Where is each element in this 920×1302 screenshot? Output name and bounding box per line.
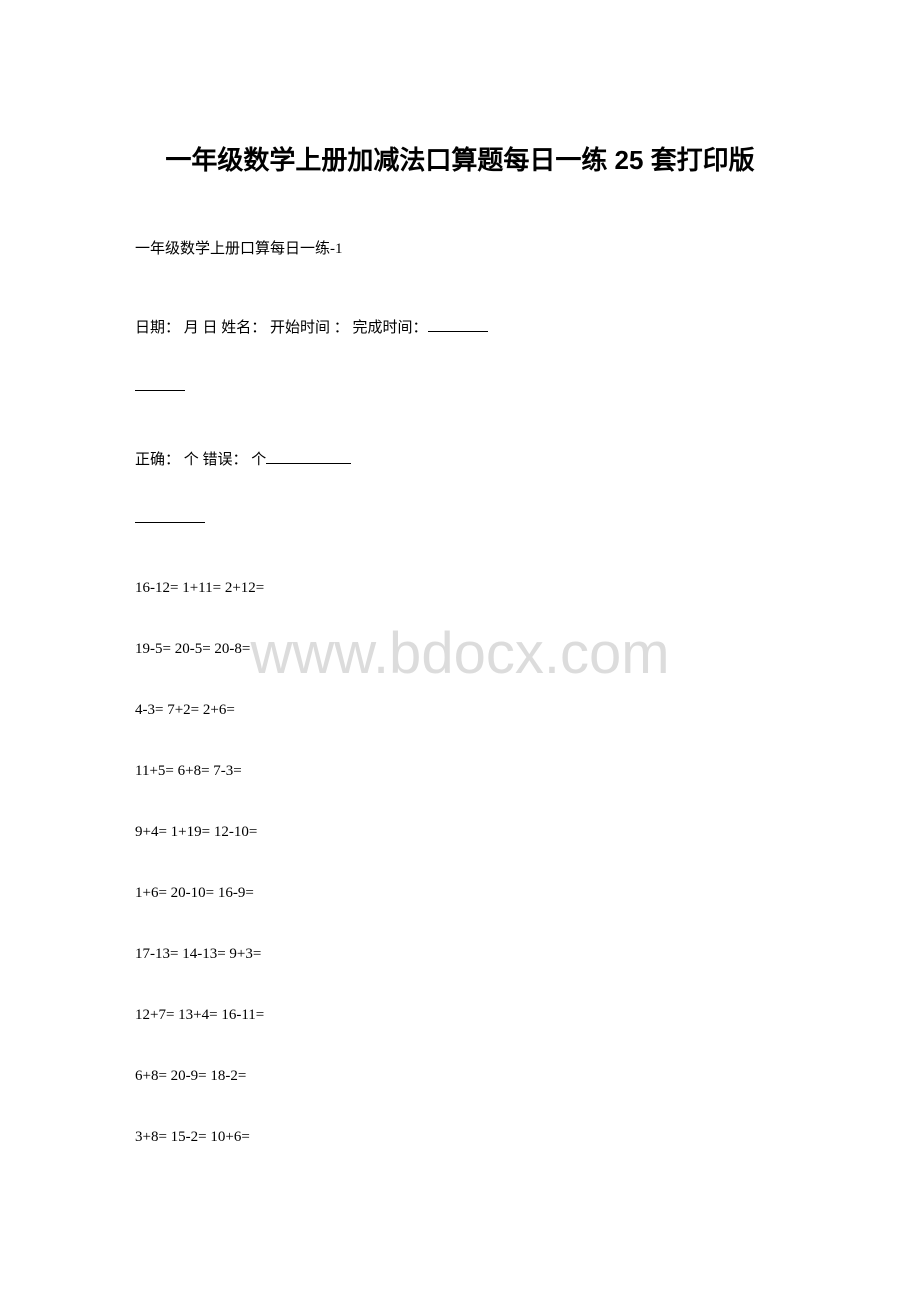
problem-row: 17-13= 14-13= 9+3= xyxy=(135,946,785,963)
blank-underline-hanging xyxy=(135,484,785,540)
blank-underline xyxy=(266,463,351,464)
problem-row: 4-3= 7+2= 2+6= xyxy=(135,702,785,719)
problem-row: 11+5= 6+8= 7-3= xyxy=(135,763,785,780)
page-title: 一年级数学上册加减法口算题每日一练 25 套打印版 xyxy=(135,140,785,177)
problem-row: 9+4= 1+19= 12-10= xyxy=(135,824,785,841)
problem-row: 6+8= 20-9= 18-2= xyxy=(135,1068,785,1085)
worksheet-subtitle: 一年级数学上册口算每日一练-1 xyxy=(135,237,785,258)
correct-label: 正确： 个 错误： 个 xyxy=(135,452,266,468)
problem-row: 3+8= 15-2= 10+6= xyxy=(135,1129,785,1146)
problem-row: 12+7= 13+4= 16-11= xyxy=(135,1007,785,1024)
date-label: 日期： 月 日 姓名： 开始时间 ： 完成时间： xyxy=(135,320,428,336)
page-content: 一年级数学上册加减法口算题每日一练 25 套打印版 一年级数学上册口算每日一练-… xyxy=(135,140,785,1146)
blank-underline xyxy=(428,331,488,332)
problem-row: 19-5= 20-5= 20-8= xyxy=(135,641,785,658)
problem-row: 1+6= 20-10= 16-9= xyxy=(135,885,785,902)
correct-wrong-line: 正确： 个 错误： 个 xyxy=(135,448,785,472)
blank-underline-hanging xyxy=(135,352,785,408)
problem-row: 16-12= 1+11= 2+12= xyxy=(135,580,785,597)
date-name-line: 日期： 月 日 姓名： 开始时间 ： 完成时间： xyxy=(135,316,785,340)
